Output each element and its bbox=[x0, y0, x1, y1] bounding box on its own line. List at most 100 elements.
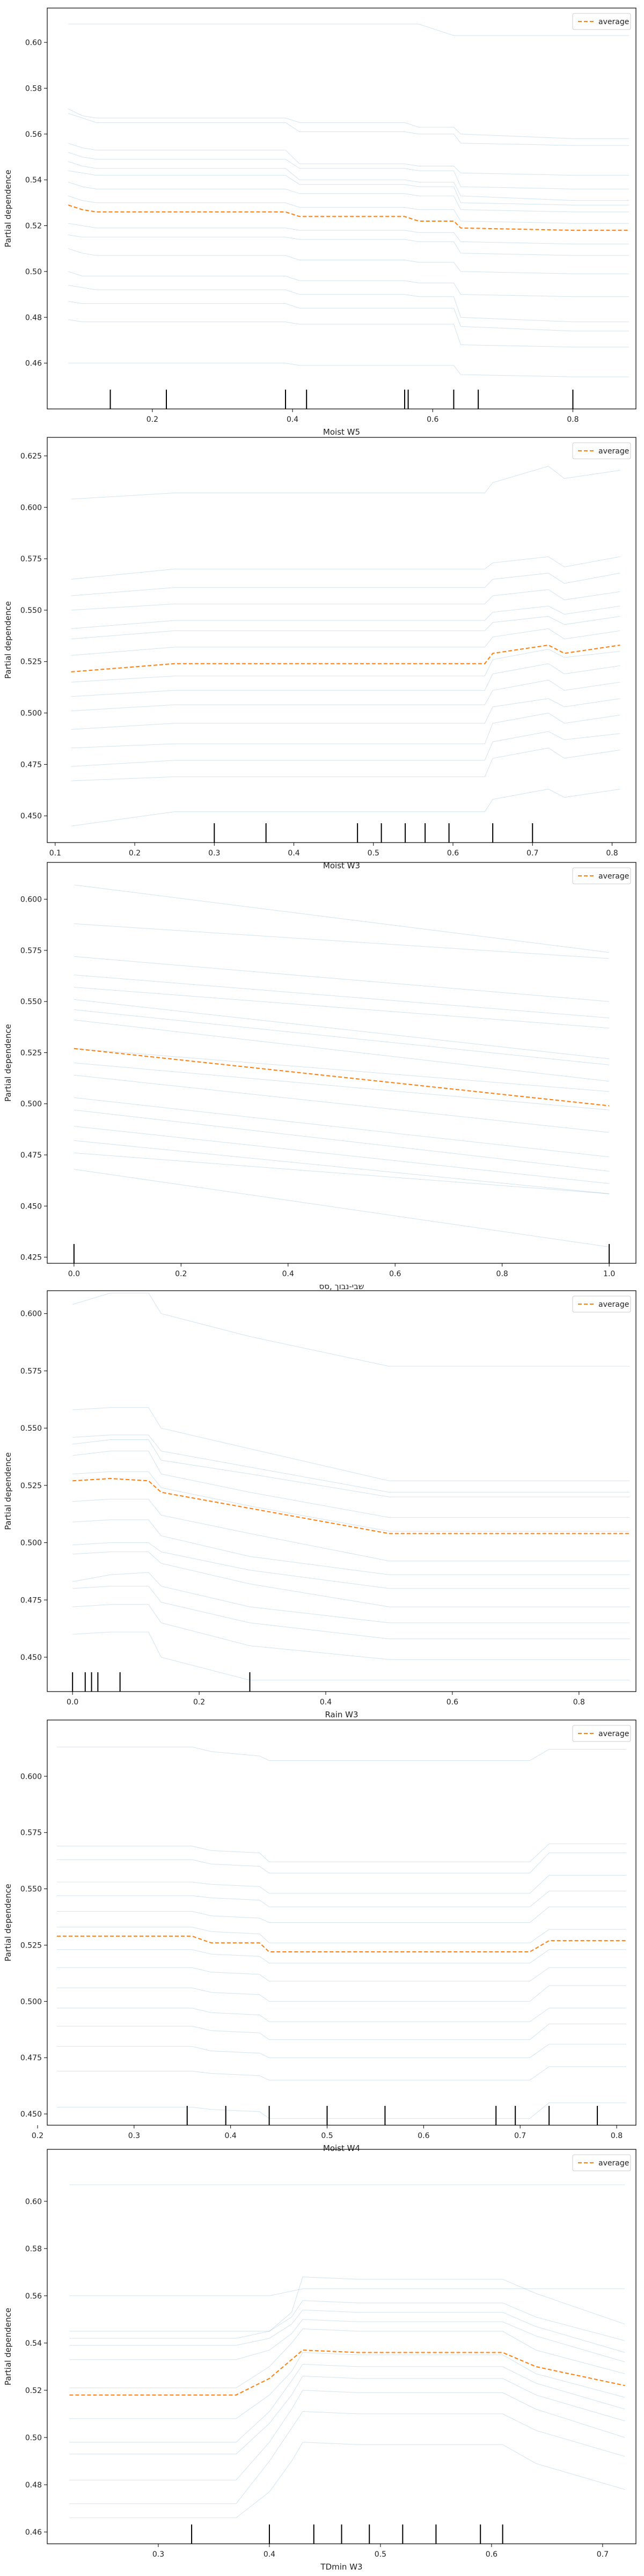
ice-curve bbox=[57, 1985, 626, 2002]
ice-curve bbox=[57, 2023, 626, 2040]
y-tick-label: 0.625 bbox=[20, 452, 42, 460]
x-tick-label: 0.8 bbox=[496, 1270, 508, 1278]
y-tick-label: 0.575 bbox=[20, 1367, 42, 1375]
ice-curve bbox=[72, 1631, 630, 1681]
pdp-panel-2: 0.1 0.2 0.3 0.4 0.5 0.6 0.7 0.8 0.450 0.475 0.500 0… bbox=[3, 437, 636, 870]
x-tick-label: 0.4 bbox=[264, 2550, 275, 2559]
y-tick-label: 0.46 bbox=[25, 360, 42, 368]
ice-curve bbox=[69, 2390, 625, 2480]
ice-curve bbox=[74, 1009, 610, 1065]
ice-curve bbox=[74, 987, 610, 1029]
y-tick-label: 0.500 bbox=[20, 1539, 42, 1548]
x-axis-label: Moist W5 bbox=[323, 427, 360, 437]
ice-curve bbox=[72, 1407, 630, 1481]
ice-curve bbox=[74, 999, 610, 1059]
y-tick-label: 0.500 bbox=[20, 1100, 42, 1109]
legend-box bbox=[572, 867, 631, 884]
ice-curve bbox=[71, 713, 620, 749]
y-tick-label: 0.58 bbox=[25, 2245, 42, 2253]
ice-curve bbox=[57, 1927, 626, 1943]
ice-curve bbox=[72, 1586, 630, 1640]
axes-frame bbox=[47, 1719, 636, 2126]
ice-curve bbox=[68, 248, 629, 274]
y-tick-label: 0.500 bbox=[20, 709, 42, 718]
ice-curve bbox=[69, 2375, 625, 2455]
ice-curve bbox=[68, 113, 629, 146]
average-curve bbox=[57, 1935, 626, 1952]
y-tick-label: 0.600 bbox=[20, 896, 42, 904]
ice-curve bbox=[71, 466, 620, 500]
x-tick-label: 0.8 bbox=[611, 2132, 623, 2140]
ice-curve bbox=[68, 161, 629, 201]
x-tick-label: 0.2 bbox=[175, 1270, 187, 1278]
axes-frame bbox=[47, 437, 636, 843]
y-tick-label: 0.46 bbox=[25, 2528, 42, 2537]
legend: average bbox=[572, 867, 631, 884]
ice-curve bbox=[71, 589, 620, 611]
ice-curve bbox=[57, 2044, 626, 2058]
x-tick-label: 0.4 bbox=[320, 1698, 332, 1707]
ice-curve bbox=[71, 679, 620, 712]
legend: average bbox=[572, 2154, 631, 2171]
ice-curve bbox=[68, 301, 629, 332]
x-tick-label: 0.8 bbox=[567, 415, 579, 424]
ice-curve bbox=[57, 1843, 626, 1862]
ice-curve bbox=[68, 235, 629, 256]
ice-curve bbox=[69, 2309, 625, 2353]
x-tick-label: 0.4 bbox=[225, 2132, 237, 2140]
y-tick-label: 0.60 bbox=[25, 2198, 42, 2206]
ice-curve bbox=[57, 1853, 626, 1874]
ice-curve bbox=[69, 2442, 625, 2519]
ice-curve bbox=[74, 975, 610, 1019]
ice-curve bbox=[68, 223, 629, 245]
ice-curve bbox=[69, 2300, 625, 2341]
ice-curve bbox=[57, 1949, 626, 1964]
ice-curve bbox=[74, 1020, 610, 1082]
y-axis-label: Partial dependence bbox=[3, 1884, 13, 1962]
ice-curve bbox=[72, 1572, 630, 1623]
ice-curve bbox=[68, 170, 629, 206]
ice-curve bbox=[74, 1109, 610, 1172]
ice-curve bbox=[72, 1292, 630, 1367]
x-tick-label: 0.0 bbox=[67, 1698, 78, 1707]
pdp-panel-1: 0.2 0.4 0.6 0.8 0.46 0.48 0.50 0.52 0.54 0.56 0.58… bbox=[3, 8, 636, 437]
legend-box bbox=[572, 2154, 631, 2171]
legend-label: average bbox=[598, 2159, 629, 2168]
x-tick-label: 0.2 bbox=[193, 1698, 205, 1707]
y-tick-label: 0.52 bbox=[25, 222, 42, 231]
y-tick-label: 0.525 bbox=[20, 1049, 42, 1057]
x-tick-label: 0.6 bbox=[447, 849, 459, 858]
y-tick-label: 0.425 bbox=[20, 1254, 42, 1262]
y-tick-label: 0.475 bbox=[20, 2054, 42, 2062]
ice-curve bbox=[74, 1097, 610, 1158]
pdp-panel-3: 0.0 0.2 0.4 0.6 0.8 1.0 0.425 0.450 0.475 0.500 0.… bbox=[3, 862, 636, 1291]
ice-curve bbox=[68, 319, 629, 348]
x-axis-label: Moist W3 bbox=[323, 861, 360, 870]
ice-curve bbox=[72, 1519, 630, 1575]
ice-curve bbox=[71, 663, 620, 697]
legend-label: average bbox=[598, 447, 629, 456]
x-tick-label: 0.6 bbox=[418, 2132, 429, 2140]
ice-curve bbox=[74, 1074, 610, 1133]
ice-curve bbox=[74, 956, 610, 1002]
x-tick-label: 0.8 bbox=[573, 1698, 585, 1707]
y-tick-label: 0.575 bbox=[20, 947, 42, 955]
x-tick-label: 0.7 bbox=[514, 2132, 526, 2140]
x-tick-label: 0.3 bbox=[128, 2132, 140, 2140]
y-tick-label: 0.525 bbox=[20, 1941, 42, 1950]
y-tick-label: 0.50 bbox=[25, 2434, 42, 2442]
x-tick-label: 0.2 bbox=[147, 415, 158, 424]
x-axis-label: Rain W3 bbox=[325, 1710, 358, 1719]
x-tick-label: 1.0 bbox=[603, 1270, 615, 1278]
ice-curve bbox=[57, 1891, 626, 1907]
y-tick-label: 0.475 bbox=[20, 1151, 42, 1160]
x-tick-label: 0.7 bbox=[597, 2550, 609, 2559]
y-tick-label: 0.550 bbox=[20, 606, 42, 615]
x-tick-label: 0.4 bbox=[282, 1270, 294, 1278]
ice-curve bbox=[69, 2319, 625, 2362]
ice-curve bbox=[71, 748, 620, 781]
x-tick-label: 0.6 bbox=[389, 1270, 401, 1278]
y-tick-label: 0.600 bbox=[20, 1773, 42, 1781]
legend-box bbox=[572, 442, 631, 459]
ice-curve bbox=[74, 1152, 610, 1194]
